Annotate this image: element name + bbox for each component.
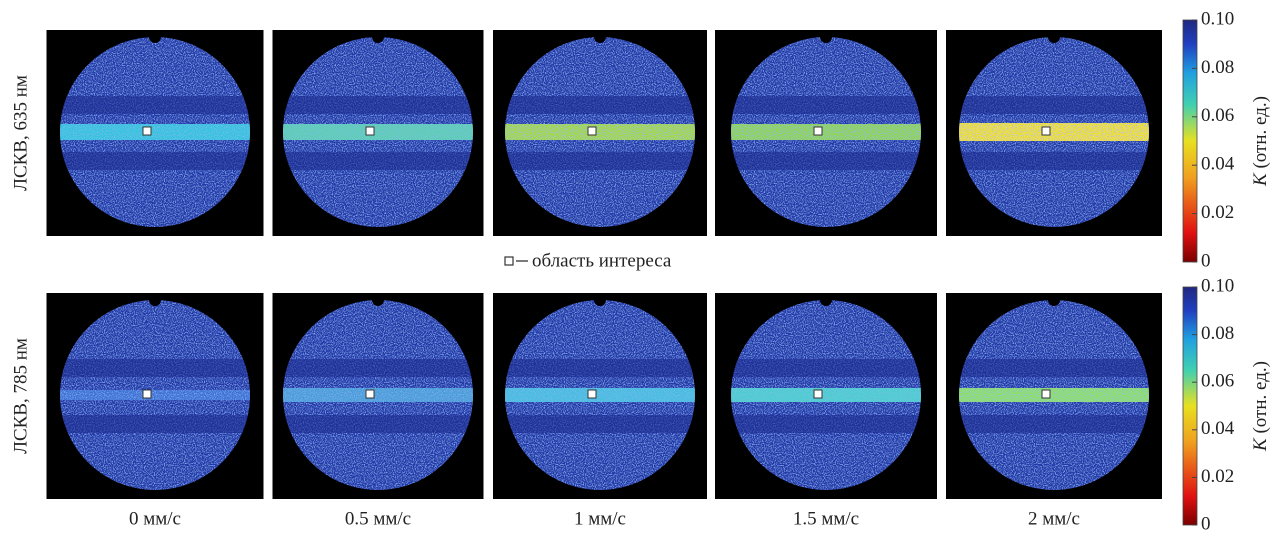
notch — [1048, 31, 1060, 43]
dark-stripe — [505, 96, 695, 114]
colorbar-tick-label: 0 — [1201, 250, 1211, 271]
colorbar-tick-label: 0.10 — [1201, 8, 1234, 29]
dark-stripe — [60, 415, 250, 433]
dark-stripe — [731, 96, 921, 114]
roi-marker — [142, 126, 152, 136]
legend-text: область интереса — [532, 250, 672, 271]
roi-marker — [587, 389, 597, 399]
row-label: ЛСКВ, 635 нм — [10, 75, 31, 191]
speckle-image — [959, 31, 1149, 227]
notch — [149, 294, 161, 306]
notch — [372, 31, 384, 43]
dark-stripe — [60, 152, 250, 170]
flow-band — [283, 124, 473, 140]
speckle-image — [731, 294, 921, 490]
dark-stripe — [283, 415, 473, 433]
dark-stripe — [731, 359, 921, 377]
dark-stripe — [505, 359, 695, 377]
flow-band — [60, 124, 250, 140]
dark-stripe — [959, 96, 1149, 114]
speckle-image — [283, 294, 473, 490]
colorbar-label: K (отн. ед.) — [1250, 361, 1271, 452]
roi-marker — [142, 389, 152, 399]
dark-stripe — [283, 359, 473, 377]
speckle-image — [60, 294, 250, 490]
colorbar-tick-label: 0.02 — [1201, 466, 1234, 487]
colorbar-label-var: K — [1250, 172, 1271, 187]
notch — [1048, 294, 1060, 306]
dark-stripe — [959, 415, 1149, 433]
dark-stripe — [959, 359, 1149, 377]
colorbar-tick-label: 0.06 — [1201, 371, 1234, 392]
colorbar-tick-label: 0.04 — [1201, 418, 1235, 439]
notch — [149, 31, 161, 43]
dark-stripe — [505, 152, 695, 170]
speckle-image — [283, 31, 473, 227]
speckle-image — [505, 294, 695, 490]
notch — [820, 31, 832, 43]
dark-stripe — [731, 415, 921, 433]
colorbar-tick-label: 0.10 — [1201, 275, 1234, 296]
colorbar — [1182, 19, 1198, 263]
flow-band — [283, 388, 473, 402]
notch — [594, 294, 606, 306]
dark-stripe — [283, 96, 473, 114]
colorbar-tick-label: 0.08 — [1201, 57, 1234, 78]
colorbar-label-unit: (отн. ед.) — [1250, 96, 1271, 173]
colorbar-tick-label: 0.02 — [1201, 202, 1234, 223]
notch — [820, 294, 832, 306]
colorbar-tick-label: 0 — [1201, 513, 1211, 534]
colorbar-label-unit: (отн. ед.) — [1250, 361, 1271, 438]
speckle-image — [505, 31, 695, 227]
roi-marker — [813, 126, 823, 136]
dark-stripe — [731, 152, 921, 170]
dark-stripe — [60, 96, 250, 114]
notch — [594, 31, 606, 43]
flow-band — [959, 388, 1149, 402]
roi-marker — [1041, 389, 1051, 399]
roi-marker — [365, 389, 375, 399]
speckle-image — [731, 31, 921, 227]
colorbar-tick-label: 0.06 — [1201, 105, 1234, 126]
colorbar-tick-label: 0.08 — [1201, 323, 1234, 344]
dark-stripe — [505, 415, 695, 433]
flow-band — [959, 123, 1149, 141]
colorbar-tick-label: 0.04 — [1201, 154, 1235, 175]
flow-band — [505, 124, 695, 140]
column-label: 0 мм/с — [129, 508, 181, 529]
legend-marker — [504, 256, 514, 266]
flow-band — [731, 388, 921, 402]
roi-marker — [1041, 126, 1051, 136]
speckle-image — [959, 294, 1149, 490]
colorbar-label: K (отн. ед.) — [1250, 96, 1271, 187]
roi-marker — [365, 126, 375, 136]
row-label: ЛСКВ, 785 нм — [10, 338, 31, 454]
dark-stripe — [959, 152, 1149, 170]
speckle-image — [60, 31, 250, 227]
dark-stripe — [60, 359, 250, 377]
colorbar-label-var: K — [1250, 437, 1271, 452]
column-label: 2 мм/с — [1028, 508, 1080, 529]
colorbar — [1182, 286, 1198, 526]
flow-band — [60, 390, 250, 400]
column-label: 1 мм/с — [574, 508, 626, 529]
roi-marker — [587, 126, 597, 136]
notch — [372, 294, 384, 306]
column-label: 0.5 мм/с — [345, 508, 411, 529]
flow-band — [731, 124, 921, 140]
dark-stripe — [283, 152, 473, 170]
flow-band — [505, 388, 695, 402]
column-label: 1.5 мм/с — [793, 508, 859, 529]
roi-marker — [813, 389, 823, 399]
